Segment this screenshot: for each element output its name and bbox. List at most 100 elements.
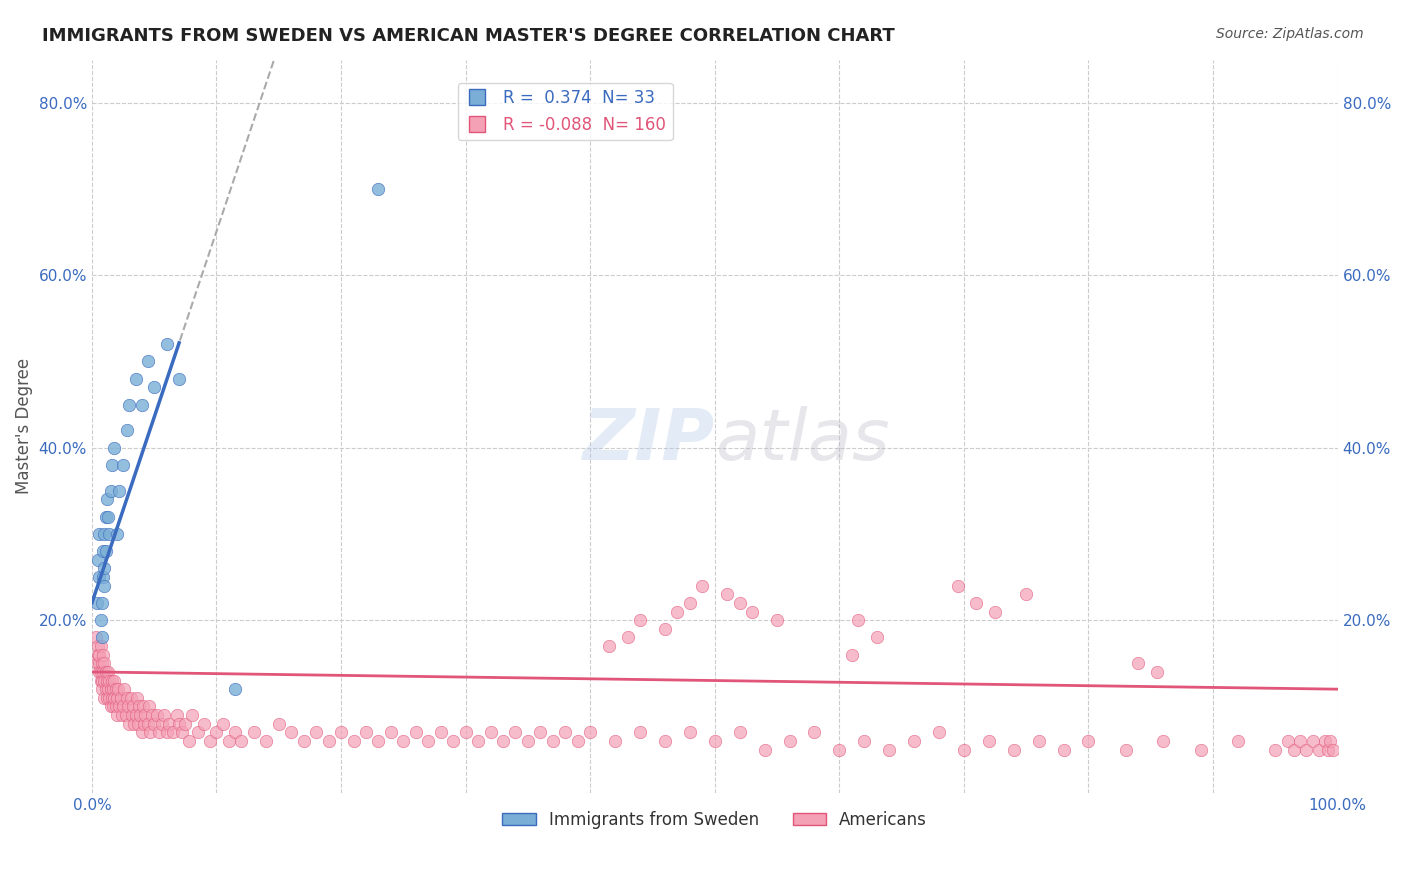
Point (93, 673, 115, 688)
Point (89, 527, 111, 541)
Point (94, 509, 117, 524)
Point (779, 734, 801, 748)
Point (90, 657, 112, 671)
Point (124, 708, 146, 723)
Point (97, 509, 120, 524)
Point (579, 725, 602, 739)
Point (122, 716, 145, 731)
Point (1128, 657, 1150, 671)
Point (162, 725, 184, 739)
Point (853, 734, 876, 748)
Point (454, 725, 477, 739)
Point (224, 725, 246, 739)
Point (143, 380, 166, 394)
Point (187, 725, 209, 739)
Legend: Immigrants from Sweden, Americans: Immigrants from Sweden, Americans (496, 805, 934, 836)
Point (104, 682, 127, 697)
Point (841, 648, 863, 662)
Point (141, 708, 163, 723)
Point (741, 605, 763, 619)
Point (224, 682, 246, 697)
Point (380, 725, 402, 739)
Point (90, 673, 112, 688)
Point (84, 631, 107, 645)
Point (492, 734, 515, 748)
Point (94, 544, 117, 558)
Point (1289, 734, 1312, 748)
Point (100, 699, 122, 714)
Point (679, 596, 702, 610)
Point (167, 716, 190, 731)
Point (86, 596, 108, 610)
Point (101, 690, 124, 705)
Point (128, 699, 150, 714)
Point (105, 690, 128, 705)
Point (139, 725, 162, 739)
Point (117, 699, 139, 714)
Y-axis label: Master's Degree: Master's Degree (15, 358, 32, 494)
Point (96, 492, 118, 507)
Point (90, 613, 112, 627)
Point (143, 716, 166, 731)
Point (134, 708, 156, 723)
Point (103, 673, 125, 688)
Point (93, 690, 115, 705)
Point (100, 682, 122, 697)
Text: Source: ZipAtlas.com: Source: ZipAtlas.com (1216, 27, 1364, 41)
Point (1295, 742, 1317, 756)
Point (965, 596, 987, 610)
Point (132, 699, 155, 714)
Point (1319, 734, 1341, 748)
Point (1189, 742, 1212, 756)
Point (101, 699, 124, 714)
Point (96, 673, 118, 688)
Point (148, 725, 170, 739)
Point (118, 716, 141, 731)
Point (803, 725, 825, 739)
Point (766, 613, 789, 627)
Point (1052, 742, 1074, 756)
Point (1226, 734, 1249, 748)
Point (90, 596, 112, 610)
Point (280, 725, 302, 739)
Point (90, 639, 112, 653)
Point (1316, 742, 1339, 756)
Point (305, 725, 328, 739)
Point (541, 734, 564, 748)
Point (127, 716, 149, 731)
Point (567, 734, 589, 748)
Point (200, 734, 222, 748)
Point (984, 605, 1007, 619)
Point (1002, 742, 1025, 756)
Point (103, 441, 125, 455)
Point (107, 682, 129, 697)
Point (529, 725, 551, 739)
Point (616, 631, 638, 645)
Point (89, 657, 111, 671)
Point (112, 699, 135, 714)
Point (157, 716, 180, 731)
Point (93, 657, 115, 671)
Point (110, 690, 132, 705)
Point (138, 699, 160, 714)
Point (342, 734, 364, 748)
Point (101, 682, 124, 697)
Point (1077, 734, 1099, 748)
Point (254, 734, 277, 748)
Point (666, 605, 689, 619)
Point (108, 699, 131, 714)
Point (467, 734, 489, 748)
Point (598, 639, 620, 653)
Point (156, 337, 179, 351)
Text: ZIP: ZIP (582, 406, 714, 475)
Point (418, 734, 440, 748)
Point (105, 527, 128, 541)
Point (267, 716, 290, 731)
Point (136, 354, 159, 368)
Point (429, 725, 451, 739)
Point (479, 725, 502, 739)
Point (91, 665, 114, 679)
Point (1146, 665, 1168, 679)
Point (1264, 742, 1286, 756)
Point (90, 631, 112, 645)
